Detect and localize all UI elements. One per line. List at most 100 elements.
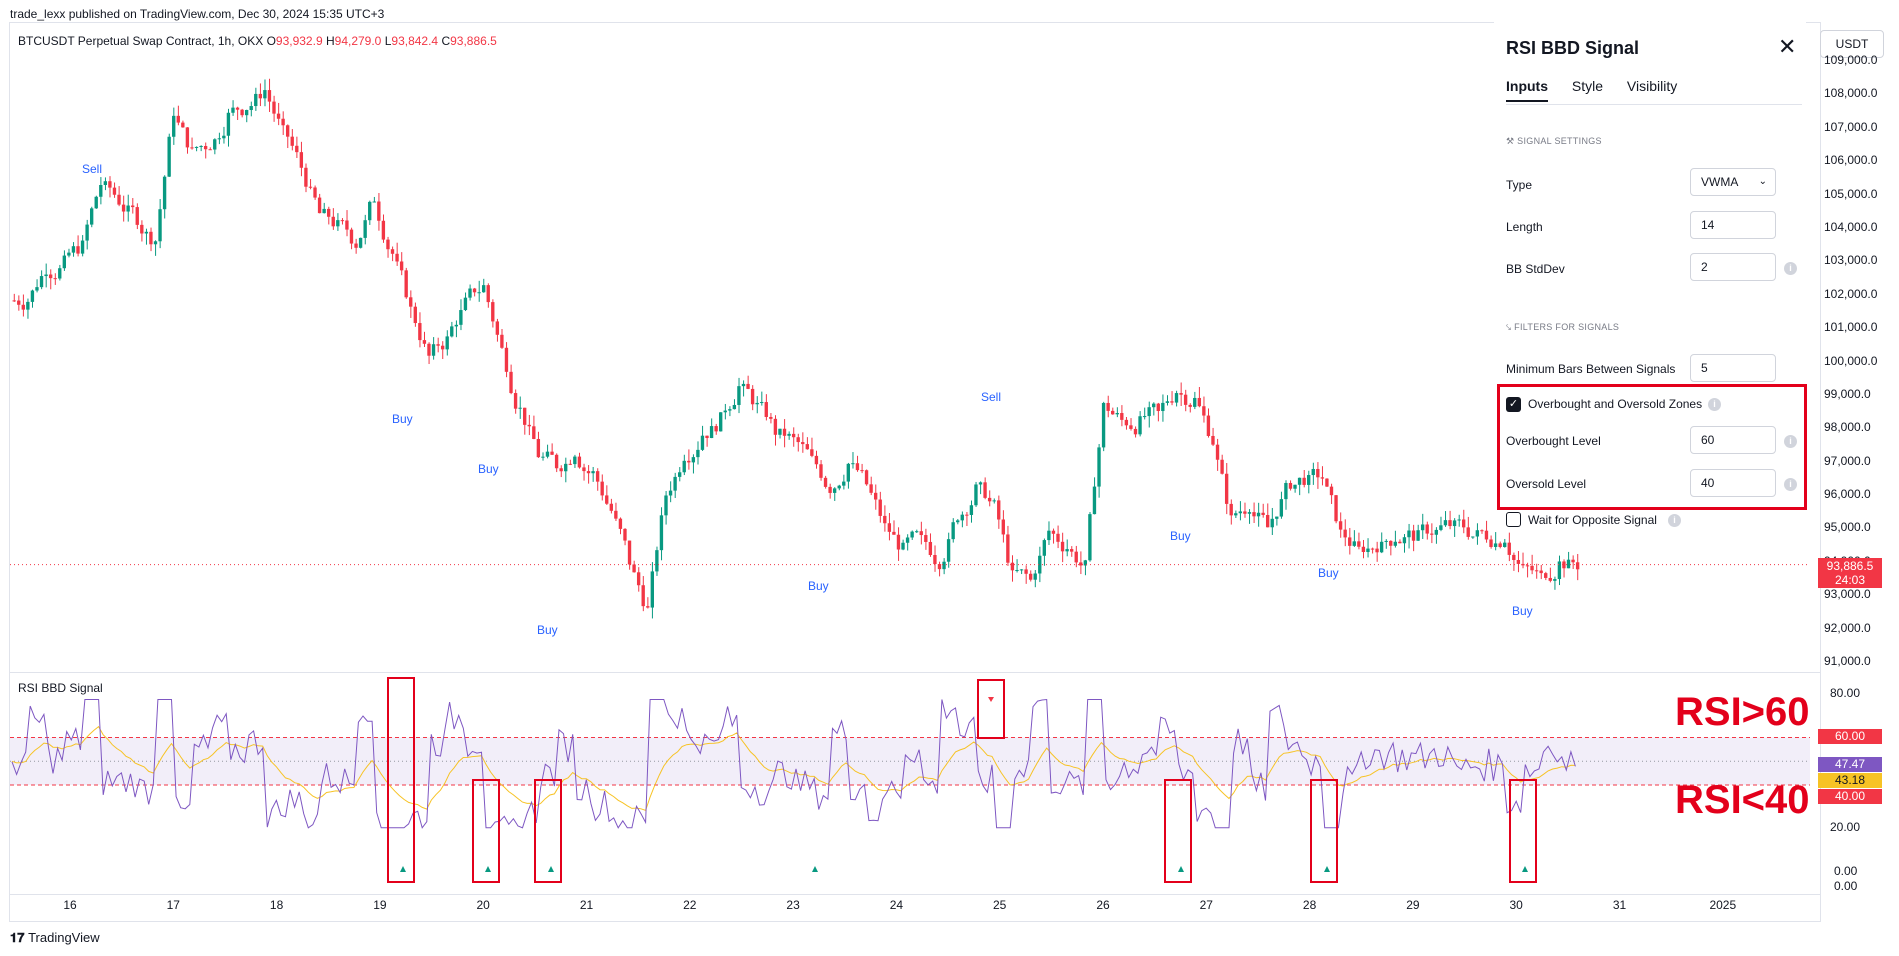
candle-body bbox=[322, 208, 326, 214]
candle-body bbox=[1566, 559, 1571, 569]
candle-body bbox=[450, 326, 454, 337]
candle-body bbox=[117, 194, 121, 205]
tab-visibility[interactable]: Visibility bbox=[1626, 78, 1678, 94]
candle-body bbox=[1202, 406, 1206, 416]
rsi-highlight-box bbox=[472, 779, 500, 883]
rsi-highlight-box bbox=[1509, 779, 1537, 883]
candle-body bbox=[1448, 520, 1452, 527]
candle-body bbox=[1480, 530, 1484, 532]
candle-body bbox=[89, 208, 94, 225]
candle-body bbox=[673, 476, 677, 491]
close-icon[interactable]: ✕ bbox=[1778, 34, 1797, 59]
overbought-input[interactable] bbox=[1690, 426, 1776, 454]
candle-body bbox=[719, 412, 723, 432]
wait-opposite-checkbox[interactable] bbox=[1506, 512, 1521, 527]
type-select[interactable]: VWMA ⌄ bbox=[1690, 168, 1776, 196]
oversold-input[interactable] bbox=[1690, 469, 1776, 497]
low-value: 93,842.4 bbox=[391, 34, 439, 48]
candle-body bbox=[354, 243, 358, 248]
pane-separator[interactable] bbox=[9, 672, 1821, 673]
bb-stddev-input[interactable] bbox=[1690, 253, 1776, 281]
candle-body bbox=[746, 383, 750, 389]
candle-body bbox=[436, 344, 440, 346]
candle-body bbox=[554, 454, 559, 469]
candle-body bbox=[974, 484, 978, 506]
candle-body bbox=[1430, 533, 1434, 535]
buy-signal-label: Buy bbox=[1318, 566, 1339, 580]
buy-marker-icon bbox=[1178, 866, 1184, 872]
candle-body bbox=[454, 324, 458, 327]
tab-inputs[interactable]: Inputs bbox=[1506, 78, 1548, 102]
candle-body bbox=[299, 152, 304, 168]
candle-body bbox=[896, 534, 901, 550]
candle-body bbox=[504, 347, 509, 372]
buy-marker-icon bbox=[400, 866, 406, 872]
price-chart[interactable] bbox=[10, 40, 1810, 890]
info-icon[interactable]: i bbox=[1784, 262, 1797, 275]
candle-body bbox=[263, 90, 267, 99]
candle-body bbox=[536, 438, 541, 458]
candle-body bbox=[468, 288, 472, 298]
info-icon[interactable]: i bbox=[1784, 435, 1797, 448]
price-tick: 108,000.0 bbox=[1824, 86, 1878, 101]
candle-body bbox=[240, 109, 244, 116]
candle-body bbox=[915, 531, 919, 533]
price-tick: 97,000.0 bbox=[1824, 453, 1871, 468]
candle-body bbox=[1215, 444, 1220, 460]
candle-body bbox=[158, 209, 162, 242]
upper-level-label: 60.00 bbox=[1818, 729, 1882, 744]
candle-body bbox=[942, 561, 946, 570]
candle-body bbox=[1015, 570, 1019, 572]
candle-body bbox=[486, 285, 490, 303]
candle-body bbox=[928, 541, 933, 556]
candle-body bbox=[541, 456, 545, 458]
time-tick: 25 bbox=[993, 898, 1007, 912]
indicator-title[interactable]: RSI BBD Signal bbox=[18, 681, 103, 695]
candle-body bbox=[276, 113, 281, 119]
candle-body bbox=[1393, 541, 1397, 546]
candle-body bbox=[687, 460, 691, 463]
high-label: H bbox=[325, 34, 335, 48]
candle-body bbox=[1028, 573, 1033, 580]
candle-body bbox=[892, 531, 896, 535]
min-bars-input[interactable] bbox=[1690, 354, 1776, 382]
time-tick: 28 bbox=[1302, 898, 1317, 912]
candle-body bbox=[741, 383, 746, 387]
candle-body bbox=[53, 278, 57, 280]
ob-os-checkbox[interactable]: ✓ bbox=[1506, 397, 1521, 412]
buy-signal-label: Buy bbox=[808, 579, 829, 593]
candle-body bbox=[199, 145, 203, 147]
symbol-name[interactable]: BTCUSDT Perpetual Swap Contract, 1h, OKX bbox=[18, 34, 264, 48]
rsi-highlight-box bbox=[1310, 779, 1338, 883]
candle-body bbox=[910, 531, 914, 538]
high-value: 94,279.0 bbox=[334, 34, 382, 48]
rsi-highlight-box bbox=[1164, 779, 1192, 883]
candle-body bbox=[509, 371, 513, 394]
candle-body bbox=[956, 520, 960, 523]
filters-heading: ⤥ FILTERS FOR SIGNALS bbox=[1506, 322, 1619, 333]
candle-body bbox=[832, 488, 837, 493]
candle-body bbox=[1188, 404, 1192, 407]
info-icon[interactable]: i bbox=[1668, 514, 1681, 527]
candle-body bbox=[244, 110, 249, 116]
candle-body bbox=[664, 495, 668, 516]
currency-button[interactable]: USDT bbox=[1820, 30, 1884, 58]
candle-body bbox=[1156, 403, 1160, 412]
candle-body bbox=[1398, 541, 1402, 544]
sell-signal-label: Sell bbox=[981, 390, 1002, 404]
tab-style[interactable]: Style bbox=[1571, 78, 1604, 94]
info-icon[interactable]: i bbox=[1784, 478, 1797, 491]
candle-body bbox=[837, 485, 841, 489]
candle-body bbox=[131, 205, 135, 208]
candle-body bbox=[550, 451, 554, 455]
candle-body bbox=[1275, 516, 1279, 519]
time-tick: 23 bbox=[786, 898, 800, 912]
length-input[interactable] bbox=[1690, 211, 1776, 239]
candle-body bbox=[778, 428, 782, 435]
candle-body bbox=[1129, 425, 1133, 429]
candle-body bbox=[828, 486, 832, 493]
time-tick: 20 bbox=[476, 898, 490, 912]
candle-body bbox=[1038, 555, 1042, 574]
candle-body bbox=[946, 539, 951, 562]
info-icon[interactable]: i bbox=[1708, 398, 1721, 411]
